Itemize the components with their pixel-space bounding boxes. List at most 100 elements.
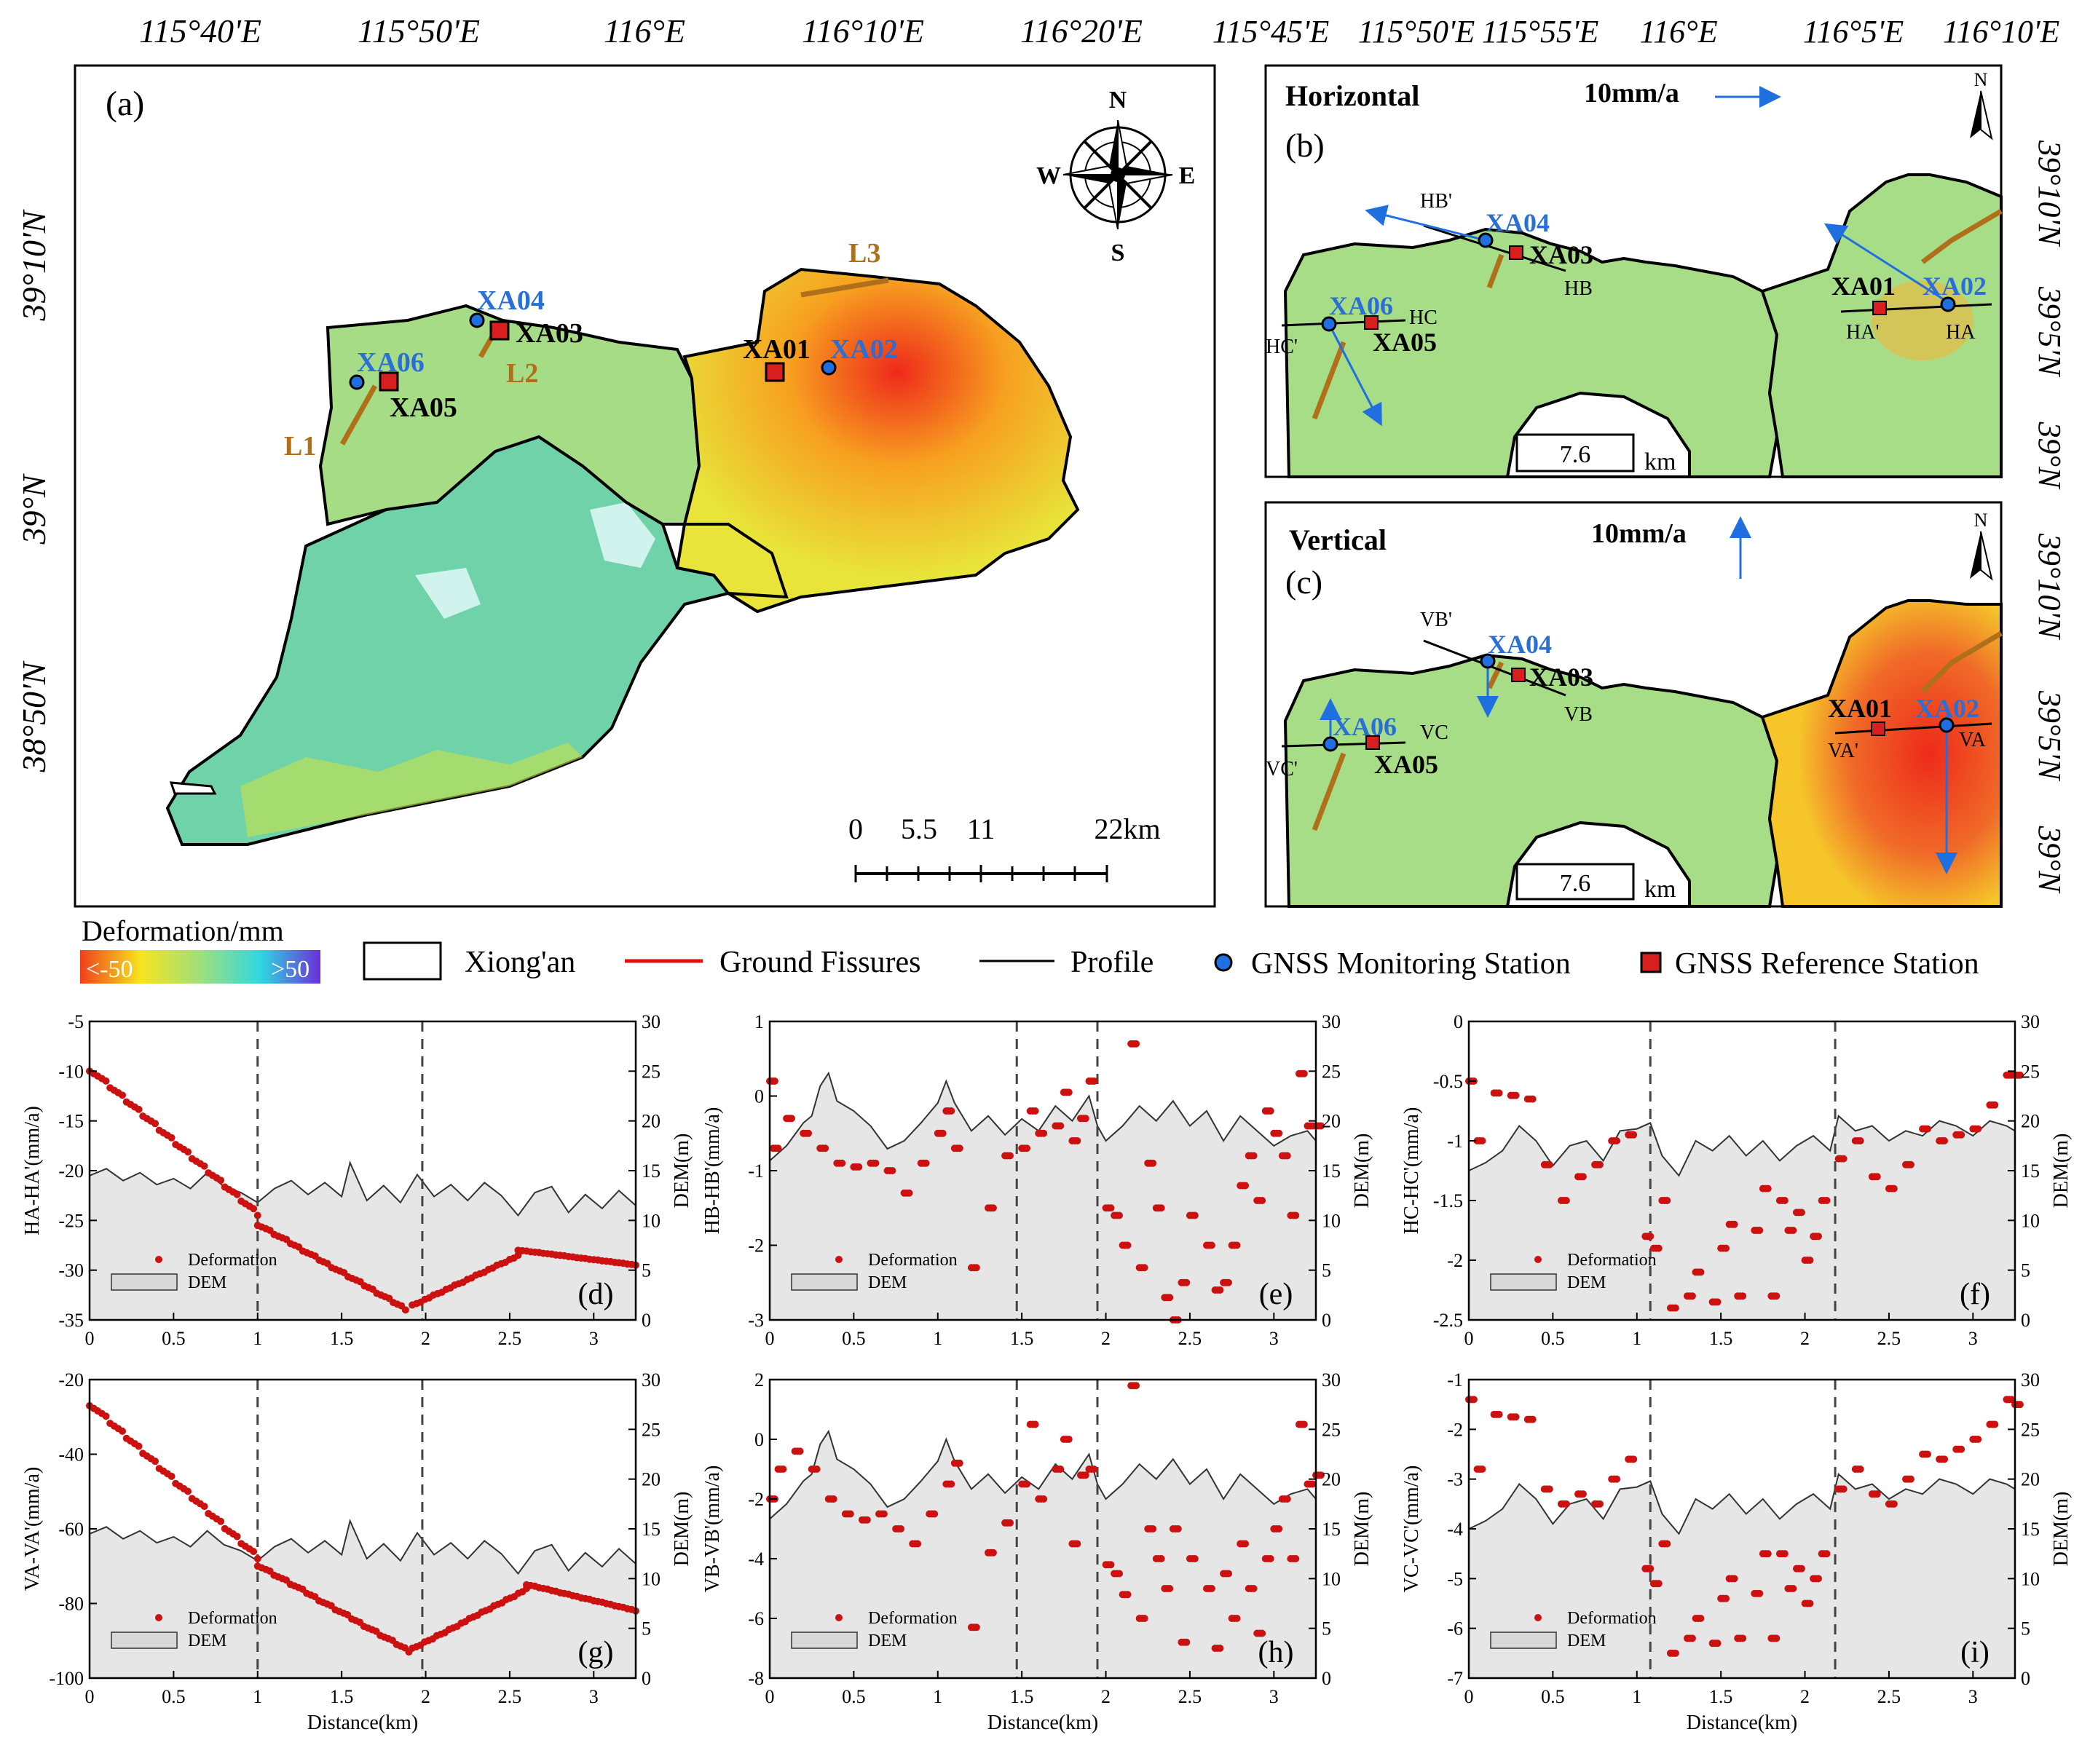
x-tick-label: 2	[1101, 1686, 1111, 1707]
deformation-point	[1957, 1445, 1965, 1453]
dem-area	[770, 1431, 1316, 1678]
station-reference-marker[interactable]	[489, 320, 510, 341]
y2-tick-label: 5	[642, 1618, 651, 1640]
station-monitor-marker[interactable]	[1321, 316, 1337, 332]
map-a-top-tick: 115°40'E	[139, 12, 261, 50]
deformation-point	[233, 1532, 241, 1540]
map-a-top-tick: 116°20'E	[1020, 12, 1143, 50]
x-tick-label: 1.5	[330, 1328, 354, 1349]
deformation-point	[1823, 1550, 1831, 1558]
deformation-point	[1191, 1555, 1199, 1562]
map-a-top-tick: 116°10'E	[802, 12, 924, 50]
y-tick-label: -1	[748, 1160, 764, 1182]
station-reference-label: XA05	[390, 392, 457, 423]
deformation-point	[1275, 1525, 1283, 1532]
map-a-label: (a)	[106, 84, 144, 123]
deformation-point	[1529, 1415, 1537, 1423]
x-tick-label: 2.5	[498, 1686, 522, 1707]
x-tick-label: 1.5	[1010, 1328, 1034, 1349]
y-tick-label: -15	[58, 1111, 84, 1132]
y2-tick-label: 10	[2021, 1568, 2040, 1589]
deformation-point	[1266, 1555, 1274, 1562]
profile-HB	[1423, 224, 1566, 272]
deformation-point	[1495, 1089, 1503, 1097]
station-monitor-marker[interactable]	[349, 374, 365, 390]
deformation-point	[1478, 1466, 1486, 1473]
station-reference-marker[interactable]	[1511, 668, 1526, 682]
y-tick-label: -40	[58, 1444, 84, 1466]
deformation-point	[119, 1091, 127, 1099]
station-monitor-marker[interactable]	[1940, 296, 1956, 312]
map-c-scale-value: 7.6	[1560, 870, 1591, 897]
deformation-point	[1073, 1137, 1081, 1144]
legend-dem-label: DEM	[868, 1631, 907, 1650]
deformation-point	[972, 1264, 980, 1272]
y2-axis-label: DEM(m)	[671, 1492, 693, 1567]
map-b-station-label: XA04	[1486, 208, 1550, 237]
map-c-station-label: XA03	[1529, 663, 1593, 692]
chart-e: 0 0.5 1 1.5 2 2.5 3-3-2-101051015202530HB-HB'(…	[701, 1011, 1373, 1349]
deformation-point	[1815, 1575, 1822, 1583]
deformation-point	[1191, 1211, 1199, 1219]
station-monitor-marker[interactable]	[1478, 232, 1494, 248]
deformation-point	[813, 1466, 821, 1473]
deformation-point	[1697, 1268, 1705, 1276]
x-tick-label: 0	[1464, 1328, 1474, 1349]
deformation-point	[1730, 1220, 1738, 1228]
station-reference-marker[interactable]	[1364, 315, 1379, 330]
station-reference-marker[interactable]	[1365, 735, 1380, 750]
y-tick-label: 0	[1454, 1011, 1463, 1032]
station-reference-marker[interactable]	[1871, 721, 1885, 736]
deformation-point	[1124, 1591, 1132, 1599]
deformation-point	[1562, 1500, 1570, 1508]
y-axis-label: HC-HC'(mm/a)	[1400, 1107, 1423, 1235]
deformation-point	[1839, 1155, 1848, 1163]
station-monitor-marker[interactable]	[821, 360, 837, 376]
deformation-point	[863, 1516, 871, 1524]
chart-h: 0 0.5 1 1.5 2 2.5 3-8-6-4-202051015202530VB-VB…	[701, 1369, 1373, 1734]
x-tick-label: 0	[85, 1328, 95, 1349]
map-b-right-tick: 39°N	[2032, 422, 2067, 491]
y-tick-label: 0	[754, 1429, 764, 1450]
station-monitor-marker[interactable]	[1480, 653, 1496, 669]
chart-i: 0 0.5 1 1.5 2 2.5 3 -7 -6 -5 -4 -3 -2 -1 0 5 10 15 20 25 30 V…	[1400, 1369, 2073, 1734]
station-monitor-marker[interactable]	[469, 312, 485, 328]
deformation-point	[1225, 1570, 1232, 1578]
station-reference-marker[interactable]	[1509, 245, 1523, 260]
station-reference-marker[interactable]	[1872, 301, 1887, 315]
y-tick-label: -1	[1447, 1131, 1463, 1152]
y2-tick-label: 5	[2021, 1260, 2030, 1281]
legend-deformation-marker	[155, 1256, 162, 1263]
dem-line	[89, 1519, 636, 1575]
deformation-point	[135, 1105, 143, 1113]
station-reference-marker[interactable]	[379, 371, 399, 392]
deformation-point	[1275, 1129, 1283, 1137]
deformation-point	[1283, 1495, 1291, 1503]
chart-f: 0 0.5 1 1.5 2 2.5 3 -2.5 -2 -1.5 -1 -0.5 0 0 5 10 15 20 25…	[1400, 1011, 2073, 1349]
station-monitor-marker[interactable]	[1322, 736, 1338, 752]
deformation-point	[1065, 1436, 1073, 1443]
y2-tick-label: 10	[1322, 1210, 1341, 1231]
deformation-point	[922, 1159, 930, 1167]
y-tick-label: -2	[748, 1235, 764, 1257]
x-tick-label: 2	[421, 1686, 430, 1707]
dem-line	[769, 1071, 1317, 1162]
deformation-point	[939, 1129, 947, 1137]
map-b-right-tick: 39°5'N	[2032, 286, 2067, 378]
colorbar-low: <-50	[86, 956, 133, 983]
legend-dem-swatch	[1490, 1273, 1557, 1291]
station-reference-marker[interactable]	[765, 362, 785, 382]
map-b-title: Horizontal	[1285, 79, 1419, 112]
legend-deformation-label: Deformation	[1567, 1251, 1657, 1270]
deformation-point	[905, 1189, 913, 1197]
deformation-point	[947, 1107, 955, 1115]
y2-tick-label: 25	[2021, 1419, 2040, 1440]
scale-label: 5.5	[901, 812, 937, 845]
y-tick-label: -35	[58, 1310, 84, 1331]
x-tick-label: 2.5	[1877, 1686, 1901, 1707]
compass-e: E	[1179, 162, 1196, 189]
deformation-point	[1815, 1233, 1822, 1241]
deformation-point	[1613, 1475, 1621, 1483]
station-monitor-marker[interactable]	[1939, 717, 1955, 733]
legend-fissure-label: Ground Fissures	[719, 946, 921, 979]
